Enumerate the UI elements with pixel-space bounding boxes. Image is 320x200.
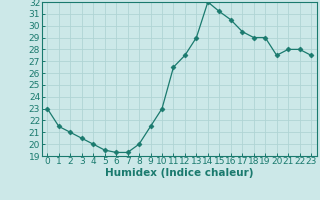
X-axis label: Humidex (Indice chaleur): Humidex (Indice chaleur) — [105, 168, 253, 178]
